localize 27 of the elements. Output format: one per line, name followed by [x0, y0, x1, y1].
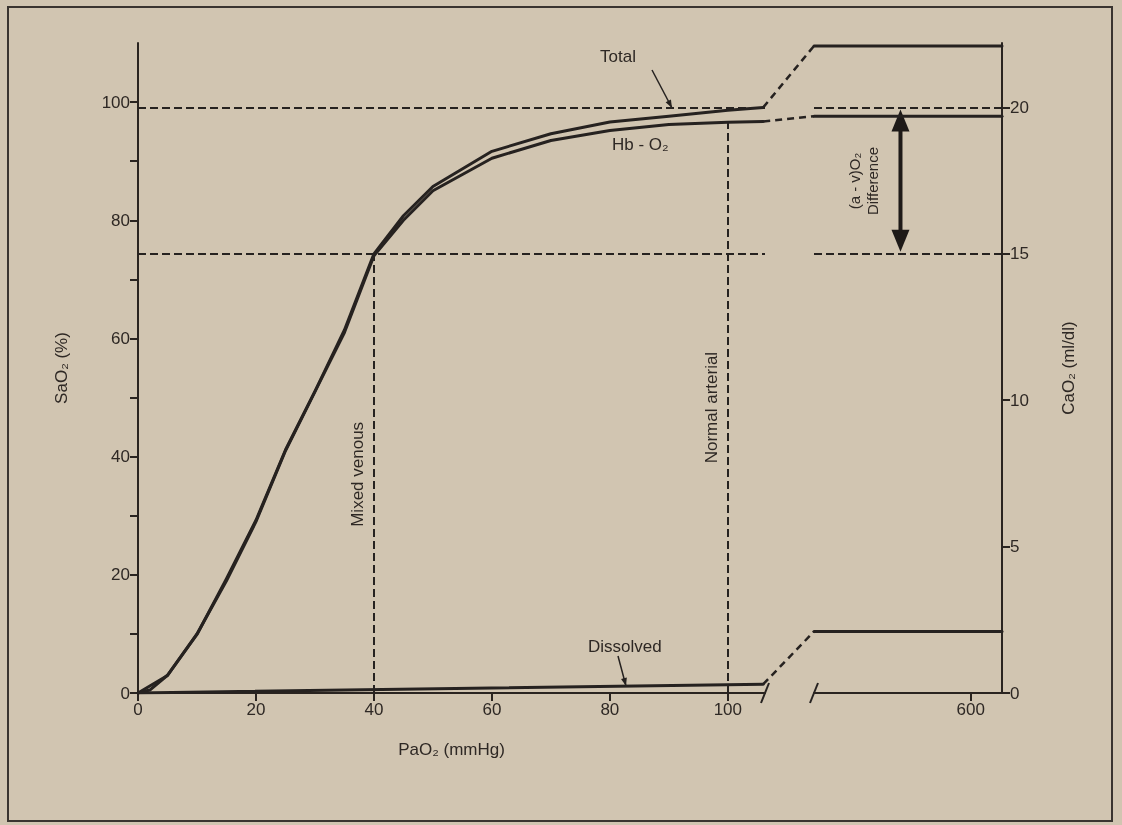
text: Total	[600, 47, 636, 66]
ref-line-label: Normal arterial	[701, 351, 721, 464]
y2-tick-label: 0	[1010, 683, 1020, 703]
series-label: Dissolved	[588, 637, 662, 656]
x-tick-label: 0	[133, 700, 143, 719]
y-tick-label: 100	[101, 92, 130, 112]
y2-tick-label: 10	[1010, 390, 1029, 410]
y-tick-label: 40	[111, 447, 130, 467]
y-tick-label: 60	[111, 328, 130, 348]
annotation: (a - v)O₂ Difference	[846, 145, 883, 217]
x-tick-label: 60	[482, 700, 502, 719]
y2-tick-label: 20	[1010, 97, 1029, 117]
y-axis-title: SaO₂ (%)	[52, 332, 71, 404]
x-tick-label: 100	[713, 700, 743, 719]
series-label: Hb - O₂	[612, 135, 669, 154]
y-tick-label: 80	[111, 210, 130, 230]
x-axis-title: PaO₂ (mmHg)	[398, 740, 505, 759]
y2-tick-label: 15	[1010, 244, 1029, 264]
y2-tick-label: 5	[1010, 537, 1020, 557]
x-tick-label: 80	[600, 700, 620, 719]
y-tick-label: 20	[111, 565, 130, 585]
x-tick-label: 600	[956, 700, 985, 719]
x-tick-label: 20	[246, 700, 266, 719]
y-tick-label: 0	[120, 683, 130, 703]
y2-axis-title: CaO₂ (ml/dl)	[1059, 321, 1078, 415]
x-tick-label: 40	[364, 700, 384, 719]
ref-line-label: Mixed venous	[347, 421, 367, 527]
